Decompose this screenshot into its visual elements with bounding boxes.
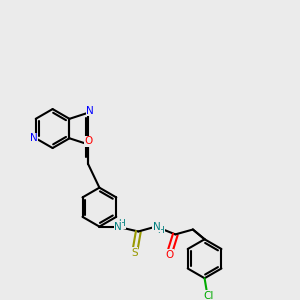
Text: N: N bbox=[86, 106, 94, 116]
Text: O: O bbox=[85, 136, 93, 146]
Text: Cl: Cl bbox=[203, 291, 214, 300]
Text: H: H bbox=[118, 219, 125, 228]
Text: O: O bbox=[165, 250, 174, 260]
Text: N: N bbox=[114, 222, 122, 232]
Text: N: N bbox=[30, 133, 38, 143]
Text: N: N bbox=[153, 222, 161, 232]
Text: H: H bbox=[158, 226, 164, 235]
Text: S: S bbox=[131, 248, 138, 258]
